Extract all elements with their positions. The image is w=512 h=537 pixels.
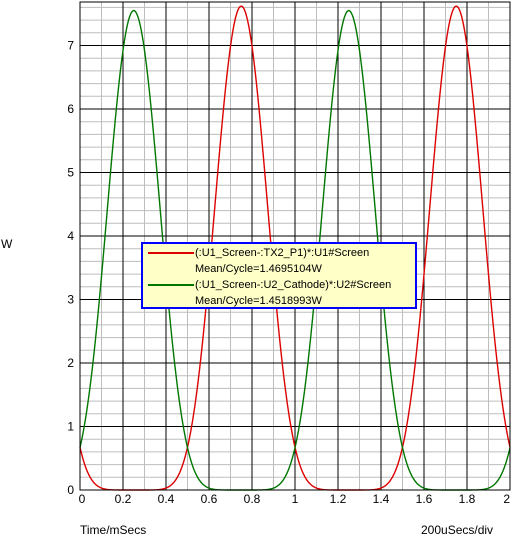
y-tick-label: 7 <box>67 39 74 53</box>
legend-series-name: (:U1_Screen-:TX2_P1)*:U1#Screen <box>195 247 370 259</box>
x-tick-label: 1 <box>292 492 299 506</box>
y-tick-label: 5 <box>67 166 74 180</box>
x-tick-label: 1.6 <box>416 492 433 506</box>
plot-border <box>79 1 511 491</box>
y-tick-label: 1 <box>67 420 74 434</box>
chart-legend: (:U1_Screen-:TX2_P1)*:U1#Screen Mean/Cyc… <box>141 242 417 309</box>
legend-series-stat: Mean/Cycle=1.4695104W <box>195 263 322 275</box>
legend-entry-green: (:U1_Screen-:U2_Cathode)*:U2#Screen <box>143 277 415 293</box>
x-tick-label: 0.6 <box>201 492 218 506</box>
x-tick-label: 0 <box>79 492 86 506</box>
legend-swatch-green <box>148 284 194 286</box>
x-tick-label: 1.8 <box>459 492 476 506</box>
chart-frame <box>79 1 511 491</box>
y-tick-label: 2 <box>67 356 74 370</box>
legend-series-name: (:U1_Screen-:U2_Cathode)*:U2#Screen <box>195 279 392 291</box>
x-tick-label: 0.4 <box>158 492 175 506</box>
legend-entry-red: (:U1_Screen-:TX2_P1)*:U1#Screen <box>143 245 415 261</box>
x-tick-label: 2 <box>503 492 510 506</box>
chart-tick-labels: 0 1 2 3 4 5 6 7 0 0.2 0.4 0.6 0.8 1 1.2 1.4 1.6 1.8 2 <box>67 39 510 507</box>
x-axis-label: Time/mSecs <box>80 523 147 537</box>
y-tick-label: 6 <box>67 102 74 116</box>
x-tick-label: 0.2 <box>115 492 132 506</box>
y-tick-label: 0 <box>67 483 74 497</box>
x-tick-label: 1.2 <box>330 492 347 506</box>
legend-stat-red-row: Mean/Cycle=1.4695104W <box>143 261 415 277</box>
x-tick-label: 1.4 <box>373 492 390 506</box>
x-scale-label: 200uSecs/div <box>421 523 494 537</box>
legend-series-stat: Mean/Cycle=1.4518993W <box>195 295 322 307</box>
y-axis-label: W <box>1 237 13 251</box>
legend-stat-green-row: Mean/Cycle=1.4518993W <box>143 293 415 309</box>
legend-swatch-red <box>148 252 194 254</box>
y-tick-label: 4 <box>67 229 74 243</box>
y-tick-label: 3 <box>67 293 74 307</box>
x-tick-label: 0.8 <box>244 492 261 506</box>
